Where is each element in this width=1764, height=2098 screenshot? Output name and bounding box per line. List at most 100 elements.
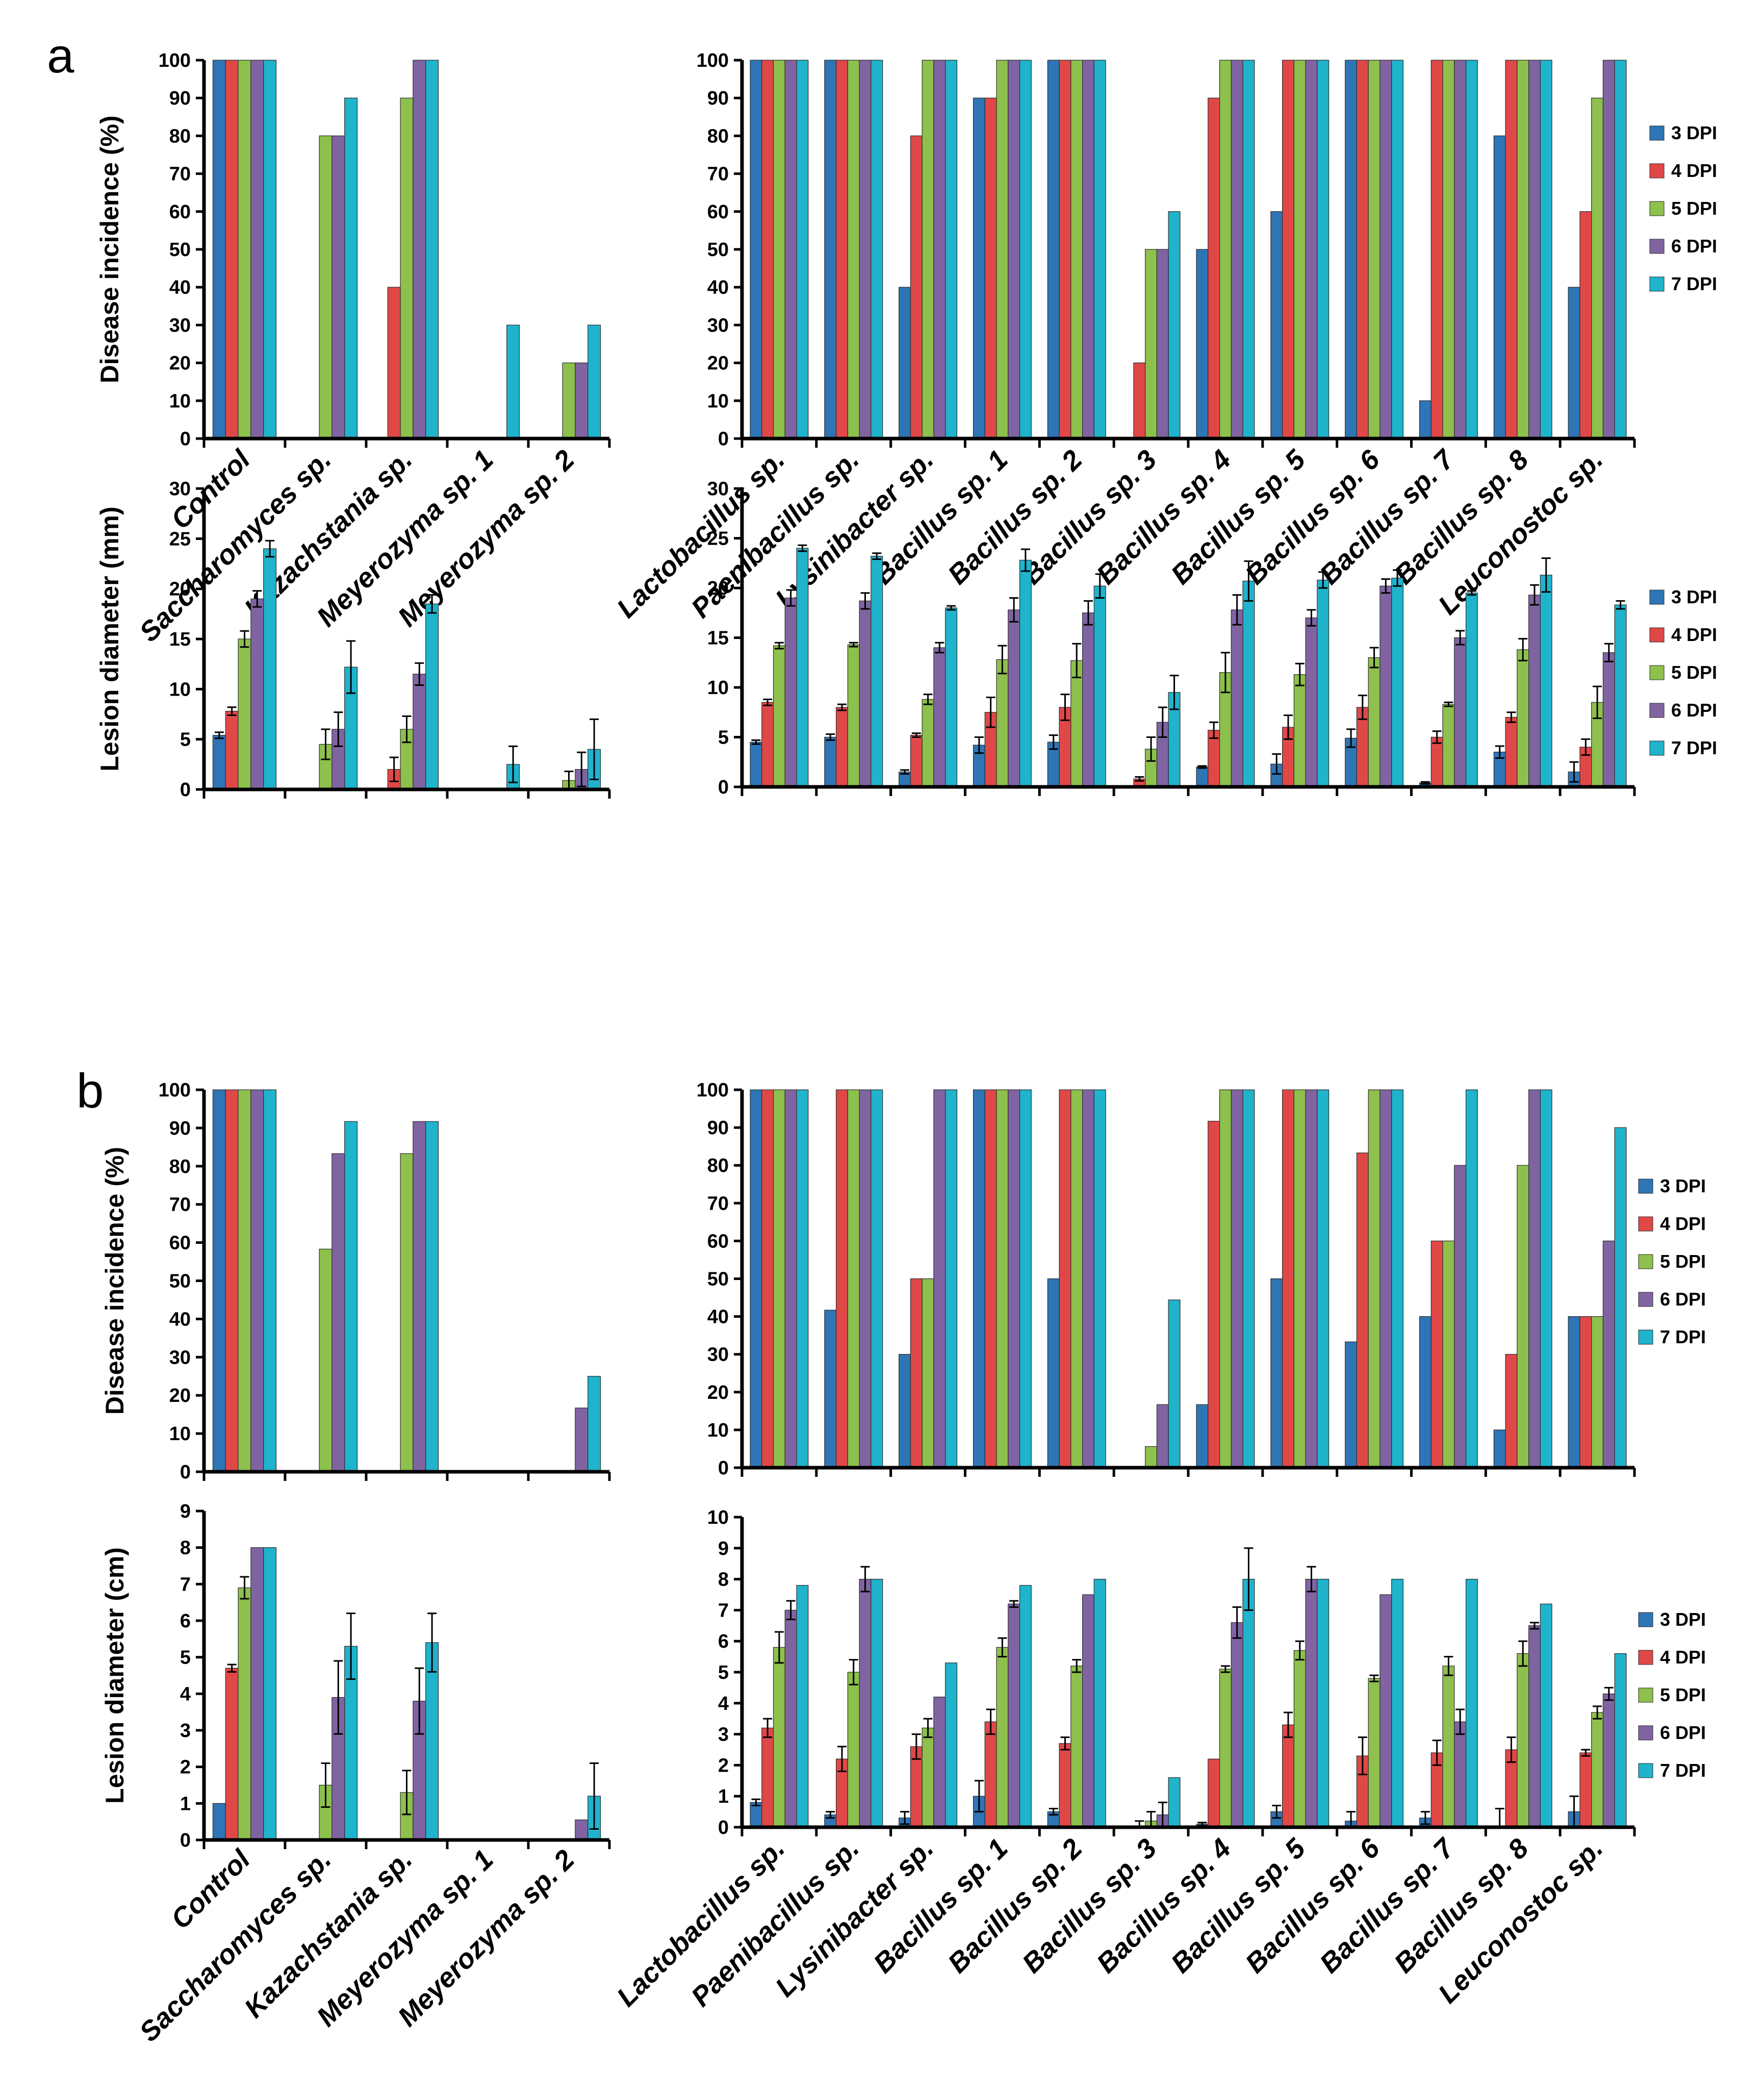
bar [1019, 1089, 1032, 1468]
y-tick-label: 10 [169, 679, 191, 700]
y-tick-label: 100 [159, 1080, 191, 1101]
y-tick-label: 10 [169, 1423, 191, 1445]
y-tick-label: 4 [180, 1683, 191, 1705]
legend-swatch [1649, 590, 1665, 605]
y-tick-label: 90 [169, 88, 191, 109]
bar [1168, 1299, 1181, 1468]
y-tick-label: 80 [169, 125, 191, 147]
bar [413, 674, 426, 790]
bar [587, 324, 601, 439]
bar [824, 736, 837, 787]
legend-label: 3 DPI [1660, 1175, 1706, 1196]
bar [1242, 580, 1255, 787]
bar [1528, 1625, 1541, 1828]
y-tick-label: 2 [180, 1757, 191, 1778]
y-tick-label: 20 [169, 353, 191, 374]
bar [575, 1819, 589, 1840]
legend-label: 3 DPI [1660, 1609, 1706, 1630]
legend-swatch [1649, 627, 1665, 643]
bar [996, 1647, 1009, 1828]
bar [238, 1089, 251, 1472]
y-tick-label: 60 [169, 201, 191, 223]
y-tick-label: 20 [169, 579, 191, 600]
bar [1379, 1089, 1392, 1468]
legend-label: 5 DPI [1671, 198, 1717, 219]
bar [1505, 717, 1518, 787]
legend-label: 6 DPI [1660, 1289, 1706, 1310]
category-label: Bacillus sp. 3 [1016, 444, 1162, 590]
bar [1391, 60, 1404, 439]
y-tick-label: 9 [180, 1501, 191, 1522]
legend-swatch [1638, 1179, 1653, 1194]
bar [1614, 60, 1627, 439]
bar [945, 1662, 958, 1828]
bar [575, 362, 589, 439]
bar [871, 60, 883, 439]
bar [922, 1278, 934, 1468]
y-tick-label: 0 [180, 779, 191, 801]
bar [933, 60, 946, 439]
bar [575, 1408, 589, 1472]
bar [1614, 604, 1627, 787]
bar [1602, 1693, 1615, 1828]
bar [1345, 60, 1358, 439]
y-tick-label: 0 [718, 428, 729, 450]
bar [836, 1089, 848, 1468]
bar [1517, 1165, 1529, 1468]
y-tick-label: 70 [707, 1193, 729, 1214]
legend-label: 4 DPI [1660, 1647, 1706, 1668]
bar [1517, 60, 1529, 439]
y-tick-label: 2 [718, 1755, 729, 1776]
bar [1231, 609, 1243, 787]
y-axis-title: Disease incidence (%) [100, 1147, 129, 1415]
bar [1093, 1579, 1106, 1828]
bar [922, 1727, 934, 1828]
bar [796, 60, 809, 439]
bar [1579, 1316, 1592, 1468]
bar [225, 1668, 239, 1840]
y-tick-label: 80 [707, 125, 729, 147]
bar [1465, 593, 1478, 787]
chart-5: 0 10 20 30 40 50 60 70 80 90 100 3 DPI 4 DPI 5 DPI 6 D… [697, 1080, 1706, 1479]
bar [1540, 575, 1552, 787]
legend-label: 4 DPI [1671, 624, 1717, 645]
bar [1505, 1354, 1518, 1468]
bar [1540, 1089, 1552, 1468]
bar [1591, 1316, 1604, 1468]
legend-label: 6 DPI [1660, 1722, 1706, 1743]
bar [263, 548, 277, 790]
bar [319, 135, 333, 439]
bar [750, 741, 762, 787]
bar [1493, 1429, 1506, 1468]
bar [984, 1721, 997, 1828]
bar [1540, 60, 1552, 439]
bar [1454, 60, 1467, 439]
bar [1293, 1089, 1306, 1468]
bar [1293, 1650, 1306, 1828]
category-label: Bacillus sp. 2 [942, 444, 1088, 590]
bar [587, 1376, 601, 1472]
bar [212, 60, 226, 439]
bar [859, 1579, 872, 1828]
bar [1317, 1089, 1330, 1468]
y-tick-label: 5 [718, 727, 729, 749]
bar [1591, 97, 1604, 439]
bar [1242, 60, 1255, 439]
bar [1614, 1127, 1627, 1468]
bar [933, 647, 946, 787]
y-tick-label: 3 [718, 1724, 729, 1746]
y-tick-label: 30 [707, 478, 729, 500]
bar [1430, 736, 1443, 787]
bar [784, 1089, 797, 1468]
bar [1465, 1579, 1478, 1828]
category-label: Bacillus sp. 6 [1240, 1832, 1386, 1979]
bar [1219, 60, 1232, 439]
bar [263, 1547, 277, 1840]
legend-swatch [1638, 1254, 1653, 1269]
y-tick-label: 3 [180, 1720, 191, 1742]
bar [1356, 60, 1369, 439]
y-tick-label: 30 [707, 315, 729, 336]
y-tick-label: 9 [718, 1538, 729, 1559]
y-tick-label: 10 [707, 391, 729, 412]
bar [562, 362, 576, 439]
